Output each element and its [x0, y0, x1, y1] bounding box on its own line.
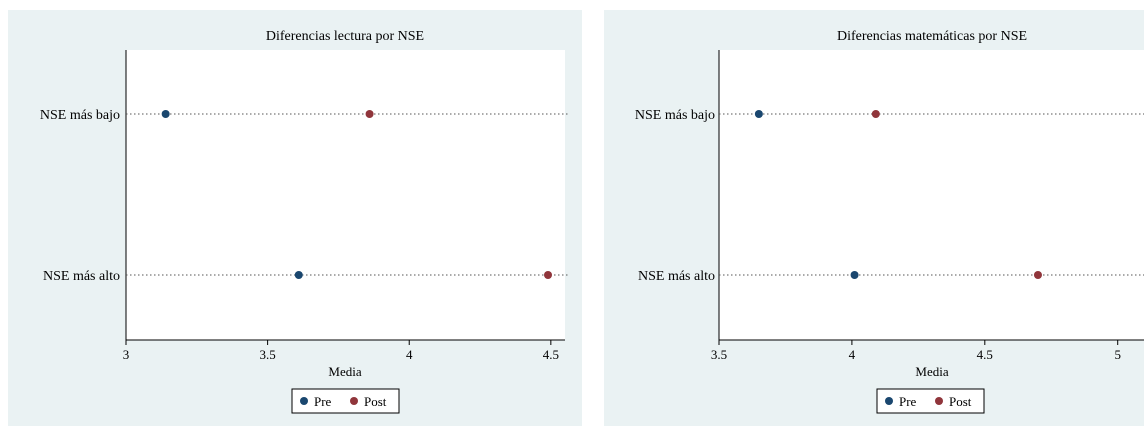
chart-lectura-legend-box — [291, 388, 400, 414]
chart-lectura-xtick-label-3-5: 3.5 — [259, 347, 275, 362]
chart-lectura-x-ticks: 3 3.5 4 4.5 — [123, 340, 559, 362]
chart-matematicas: Diferencias matemáticas por NSE Media NS… — [604, 10, 1144, 426]
chart-matematicas-legend-label-pre: Pre — [899, 394, 917, 409]
chart-lectura-category-label-nse-alto: NSE más alto — [43, 269, 120, 284]
chart-matematicas-points — [754, 110, 1042, 279]
chart-lectura-xlabel: Media — [328, 364, 361, 379]
chart-matematicas-legend-marker-pre — [885, 397, 893, 405]
chart-lectura-categories: NSE más bajo NSE más alto — [40, 108, 570, 284]
chart-lectura-xtick-label-4: 4 — [406, 347, 413, 362]
chart-matematicas-x-ticks: 3.5 4 4.5 5 — [711, 340, 1121, 362]
chart-matematicas-point-pre-nse-bajo — [754, 110, 763, 118]
chart-lectura-point-post-nse-bajo — [365, 110, 374, 118]
chart-matematicas-category-label-nse-alto: NSE más alto — [638, 269, 715, 284]
chart-lectura-legend-label-pre: Pre — [314, 394, 332, 409]
chart-lectura-legend-label-post: Post — [364, 394, 387, 409]
chart-lectura-point-pre-nse-bajo — [161, 110, 170, 118]
chart-lectura-legend: Pre Post — [291, 388, 400, 414]
chart-matematicas-title: Diferencias matemáticas por NSE — [837, 29, 1027, 44]
chart-matematicas-legend: Pre Post — [876, 388, 985, 414]
chart-lectura-plot-area — [126, 50, 565, 340]
chart-matematicas-point-pre-nse-alto — [850, 271, 859, 279]
chart-matematicas-categories: NSE más bajo NSE más alto — [635, 108, 1144, 284]
chart-lectura-legend-marker-pre — [300, 397, 308, 405]
chart-matematicas-plot-area — [719, 50, 1144, 340]
chart-lectura-point-pre-nse-alto — [294, 271, 303, 279]
chart-matematicas-legend-marker-post — [935, 397, 943, 405]
chart-matematicas-xlabel: Media — [915, 364, 948, 379]
chart-lectura: Diferencias lectura por NSE Media NSE má… — [8, 10, 582, 426]
chart-lectura-points — [161, 110, 553, 279]
chart-matematicas-legend-box — [876, 388, 985, 414]
chart-lectura-xtick-label-4-5: 4.5 — [543, 347, 559, 362]
chart-matematicas-xtick-label-3-5: 3.5 — [711, 347, 727, 362]
chart-matematicas-point-post-nse-alto — [1033, 271, 1042, 279]
chart-matematicas-xtick-label-4-5: 4.5 — [977, 347, 993, 362]
chart-lectura-point-post-nse-alto — [544, 271, 553, 279]
chart-matematicas-xtick-label-5: 5 — [1114, 347, 1121, 362]
chart-matematicas-point-post-nse-bajo — [871, 110, 880, 118]
chart-lectura-title: Diferencias lectura por NSE — [266, 29, 424, 44]
chart-lectura-xtick-label-3: 3 — [123, 347, 130, 362]
chart-matematicas-legend-label-post: Post — [949, 394, 972, 409]
chart-matematicas-xtick-label-4: 4 — [849, 347, 856, 362]
chart-lectura-legend-marker-post — [350, 397, 358, 405]
chart-lectura-category-label-nse-bajo: NSE más bajo — [40, 108, 120, 123]
chart-matematicas-category-label-nse-bajo: NSE más bajo — [635, 108, 715, 123]
